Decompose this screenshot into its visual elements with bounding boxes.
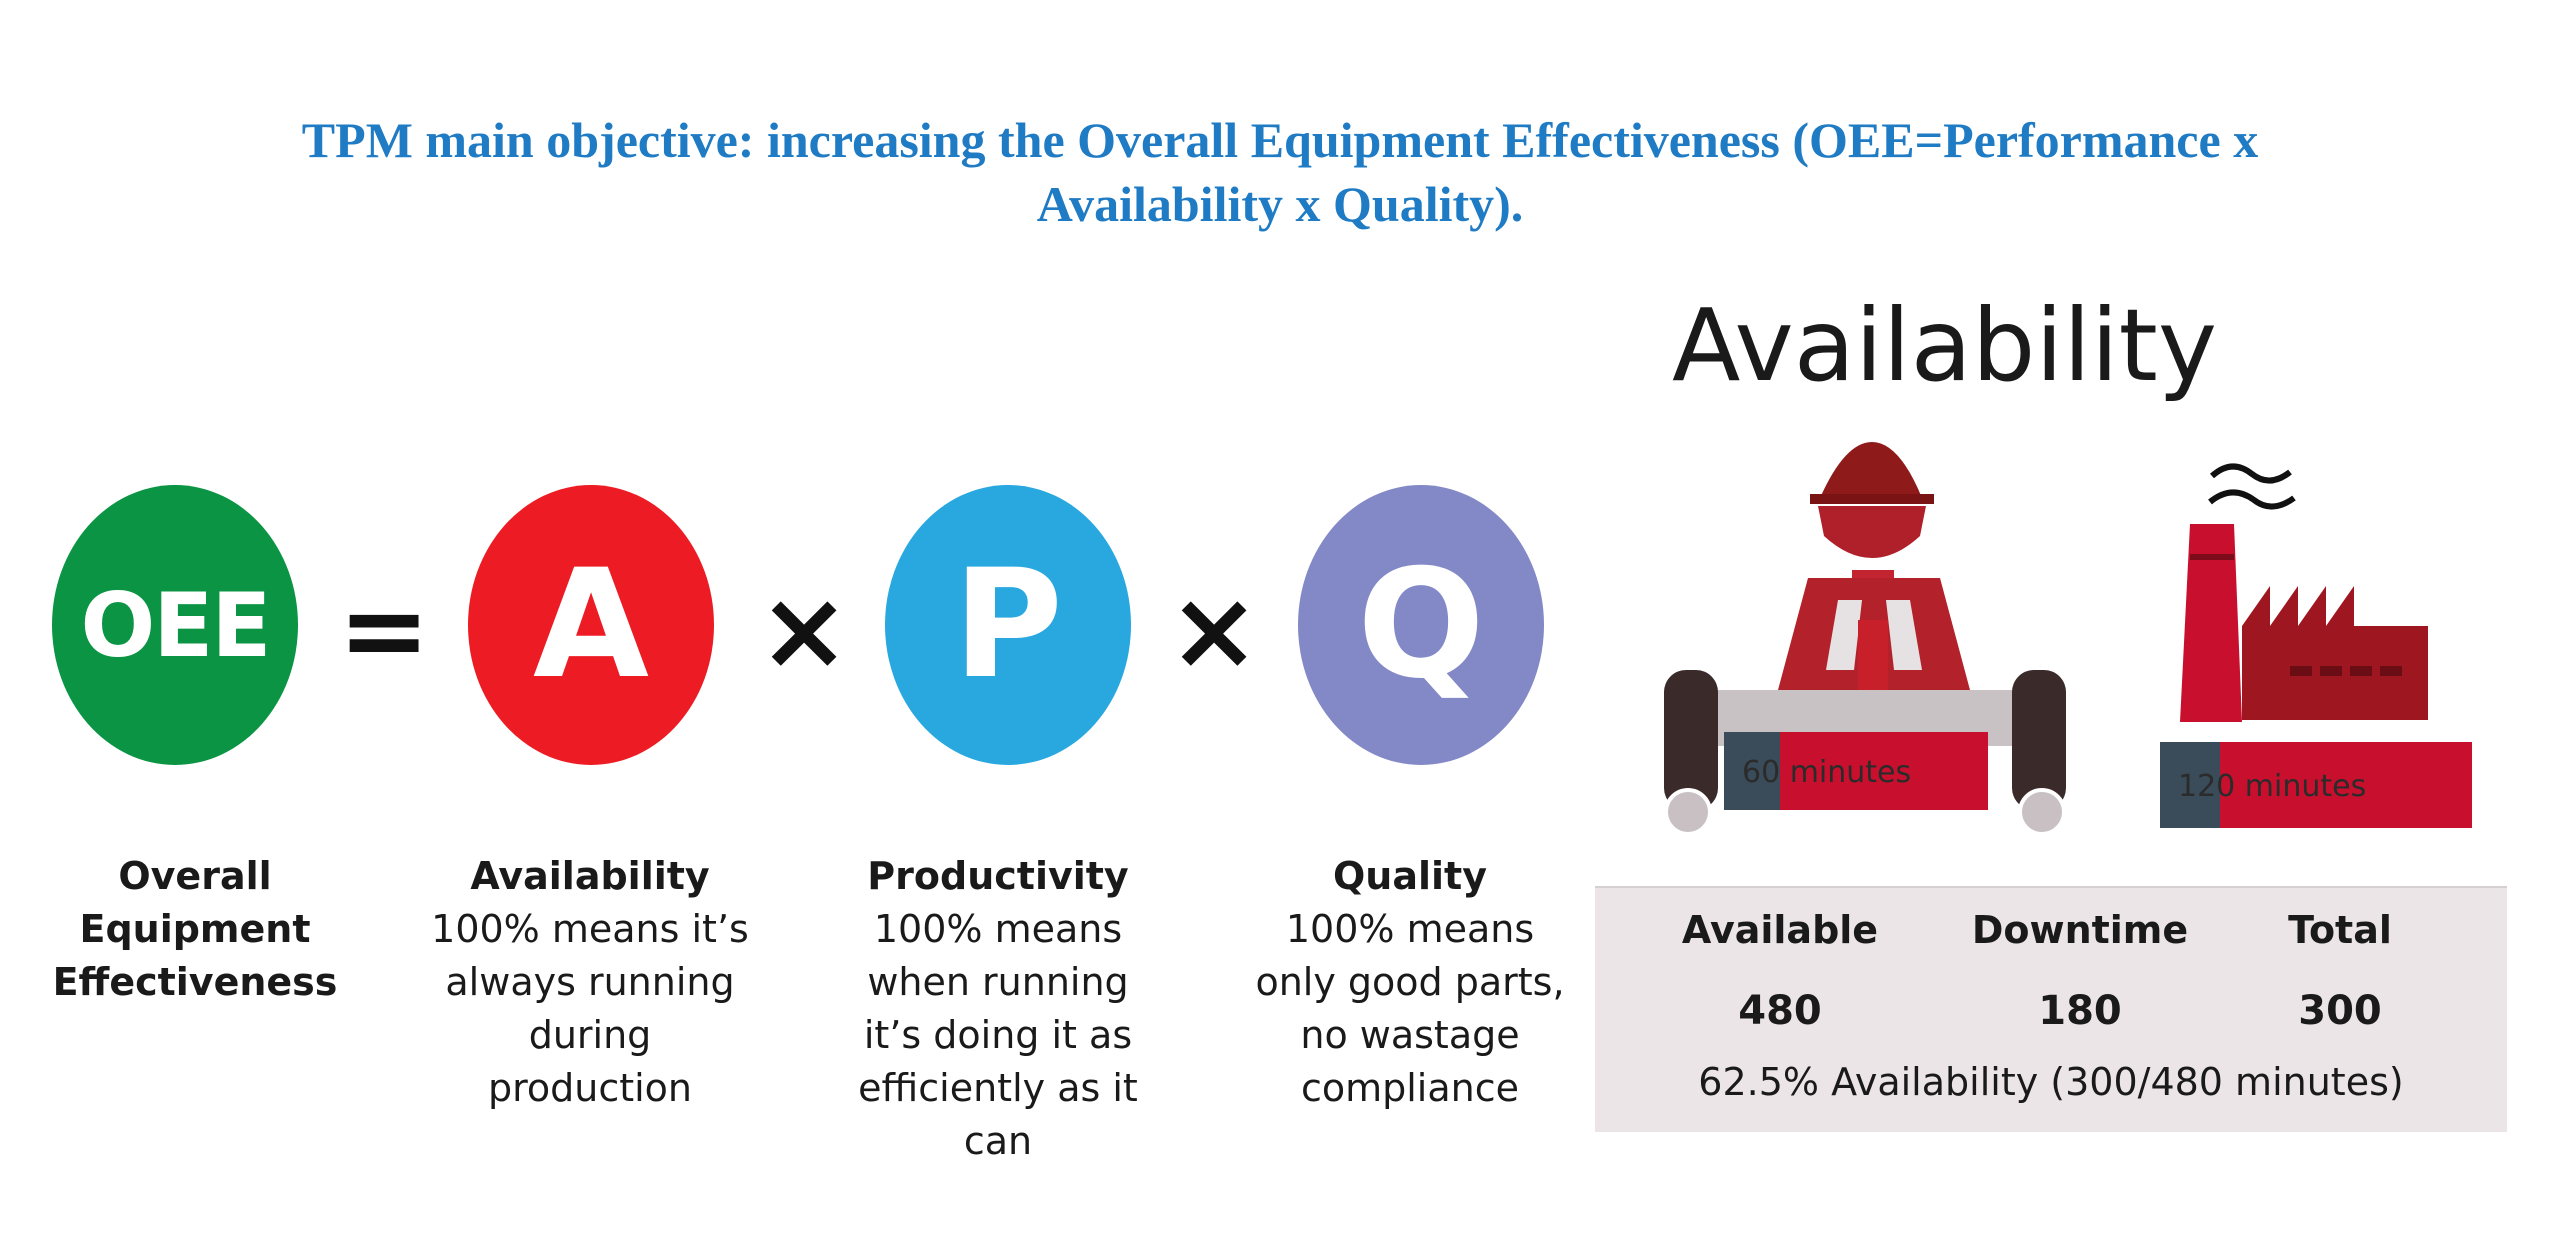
value-downtime: 180 [2038, 988, 2122, 1034]
quality-desc-line: no wastage [1300, 1013, 1520, 1057]
oee-desc-line: Equipment [79, 907, 311, 951]
value-available: 480 [1738, 988, 1822, 1034]
quality-letter: Q [1357, 538, 1485, 712]
availability-summary: 62.5% Availability (300/480 minutes) [1698, 1060, 2404, 1104]
availability-illustration: 60 minutes 120 minutes [1664, 442, 2472, 836]
oee-circle: OEE [52, 485, 298, 765]
quality-circle: Q [1298, 485, 1544, 765]
availability-desc-line: during [528, 1013, 652, 1057]
availability-desc-line: production [487, 1066, 693, 1110]
productivity-desc-title: Productivity [867, 854, 1129, 898]
header-downtime: Downtime [1971, 908, 2189, 952]
equals-sign: = [338, 566, 431, 694]
productivity-desc-line: it’s doing it as [863, 1013, 1133, 1057]
availability-circle: A [468, 485, 714, 765]
availability-desc-line: always running [445, 960, 735, 1004]
availability-desc-line: 100% means it’s [431, 907, 749, 951]
oee-description: Overall Equipment Effectiveness [15, 850, 375, 1009]
productivity-description: Productivity 100% means when running it’… [818, 850, 1178, 1168]
productivity-circle: P [885, 485, 1131, 765]
value-total: 300 [2298, 988, 2382, 1034]
oee-desc-line: Overall [118, 854, 272, 898]
worker-icon: 60 minutes [1664, 442, 2066, 836]
quality-desc-title: Quality [1333, 854, 1487, 898]
headline: TPM main objective: increasing the Overa… [0, 108, 2560, 236]
factory-icon: 120 minutes [2160, 463, 2472, 828]
worker-minutes-label: 60 minutes [1742, 755, 1911, 790]
factory-minutes-label: 120 minutes [2178, 769, 2366, 804]
multiply-sign-2: × [1168, 566, 1261, 694]
oee-desc-line: Effectiveness [52, 960, 338, 1004]
header-available: Available [1681, 908, 1879, 952]
multiply-sign-1: × [758, 566, 851, 694]
quality-desc-line: compliance [1300, 1066, 1520, 1110]
oee-letter: OEE [80, 573, 271, 677]
availability-letter: A [532, 538, 650, 712]
availability-panel-title: Availability [1672, 287, 2218, 404]
availability-description: Availability 100% means it’s always runn… [410, 850, 770, 1115]
quality-desc-line: only good parts, [1255, 960, 1565, 1004]
availability-desc-title: Availability [470, 854, 710, 898]
headline-line-1: TPM main objective: increasing the Overa… [301, 112, 2259, 168]
productivity-desc-line: when running [867, 960, 1129, 1004]
productivity-desc-line: efficiently as it can [858, 1066, 1138, 1163]
availability-table: Available Downtime Total 480 180 300 62.… [1595, 886, 2507, 1132]
productivity-letter: P [953, 538, 1063, 712]
productivity-desc-line: 100% means [873, 907, 1123, 951]
quality-description: Quality 100% means only good parts, no w… [1230, 850, 1590, 1115]
header-total: Total [2288, 908, 2392, 952]
quality-desc-line: 100% means [1285, 907, 1535, 951]
headline-line-2: Availability x Quality). [1036, 176, 1524, 232]
